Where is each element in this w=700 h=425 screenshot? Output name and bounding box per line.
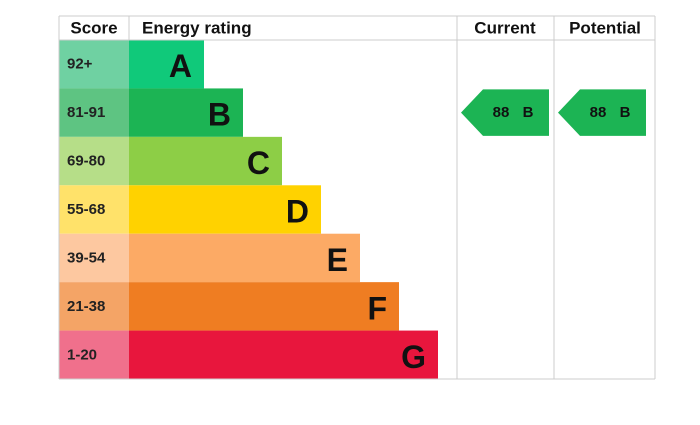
- score-range: 69-80: [67, 153, 105, 170]
- score-range: 55-68: [67, 201, 105, 218]
- rating-bar: [129, 330, 438, 379]
- rating-bar: [129, 136, 282, 186]
- header-score: Score: [70, 19, 117, 38]
- rating-letter: E: [327, 242, 348, 278]
- score-cell: [59, 233, 129, 283]
- score-cell: [59, 185, 129, 234]
- score-cell: [59, 40, 129, 89]
- score-range: 92+: [67, 56, 93, 73]
- score-cell: [59, 136, 129, 186]
- rating-letter: G: [401, 339, 426, 375]
- current-band: B: [523, 104, 534, 121]
- rating-bar: [129, 40, 204, 89]
- score-range: 39-54: [67, 249, 106, 266]
- potential-band: B: [620, 104, 631, 121]
- header-potential: Potential: [569, 19, 641, 38]
- rating-bar: [129, 233, 360, 283]
- score-range: 81-91: [67, 104, 105, 121]
- potential-value: 88: [590, 104, 607, 121]
- rating-bar: [129, 185, 321, 234]
- rating-letter: D: [286, 194, 309, 230]
- header-rating: Energy rating: [142, 19, 252, 38]
- score-cell: [59, 282, 129, 331]
- rating-bar: [129, 282, 399, 331]
- current-value: 88: [493, 104, 510, 121]
- current-arrow: [461, 89, 549, 136]
- score-range: 1-20: [67, 346, 97, 363]
- rating-letter: B: [208, 97, 231, 133]
- rating-letter: F: [367, 290, 387, 326]
- rating-letter: A: [169, 48, 192, 84]
- score-range: 21-38: [67, 298, 105, 315]
- rating-bar: [129, 88, 243, 137]
- score-cell: [59, 330, 129, 379]
- rating-letter: C: [247, 145, 270, 181]
- header-current: Current: [474, 19, 536, 38]
- score-cell: [59, 88, 129, 137]
- potential-arrow: [558, 89, 646, 136]
